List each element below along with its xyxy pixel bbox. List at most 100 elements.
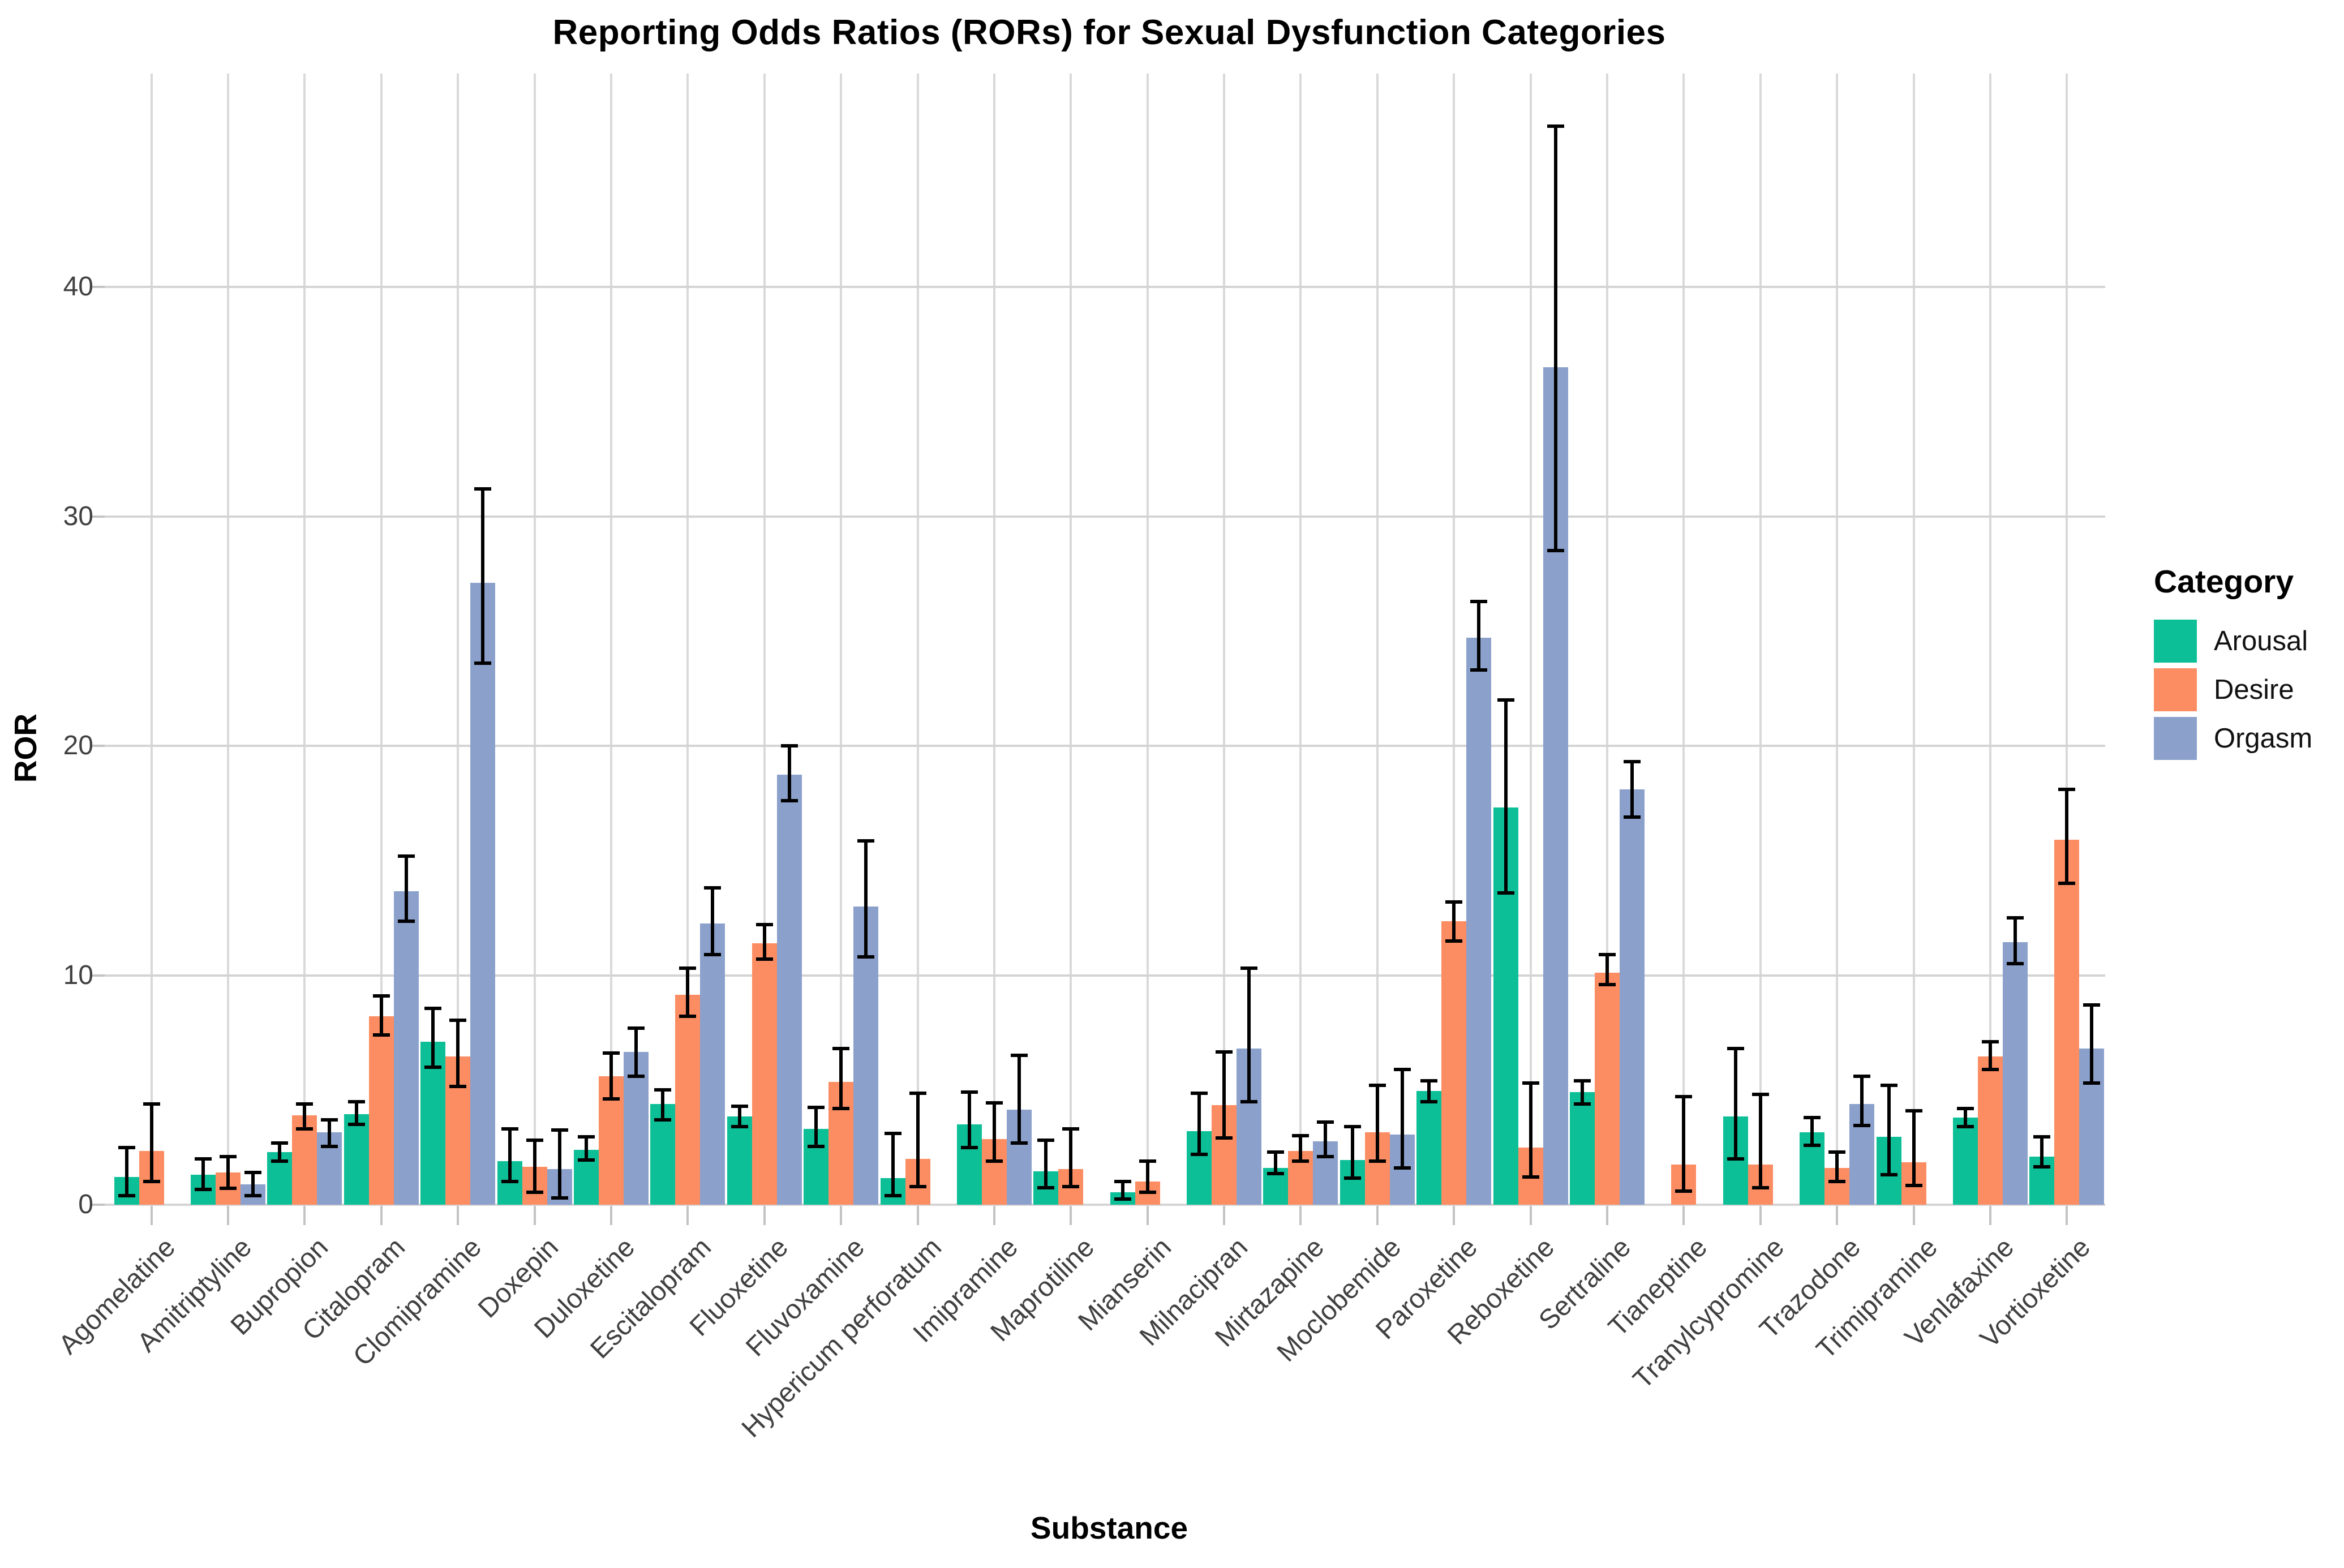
bar-clomipramine-arousal [420,1042,446,1205]
error-bar-cap-top [1393,1067,1411,1071]
error-bar-cap-bottom [1880,1173,1897,1177]
legend-title: Category [2154,564,2294,600]
error-bar-cap-top [118,1145,135,1149]
x-axis-tick [610,1205,612,1225]
error-bar-cap-bottom [755,957,773,961]
error-bar [1145,1161,1149,1192]
error-bar-cap-bottom [985,1159,1003,1163]
error-bar-cap-top [704,886,722,890]
error-bar-cap-bottom [551,1196,568,1200]
gridline-vertical [610,74,612,1205]
gridline-vertical [1912,74,1915,1205]
bar-paroxetine-orgasm [1466,638,1492,1205]
error-bar [1017,1055,1021,1143]
error-bar-cap-top [960,1090,978,1094]
error-bar-cap-bottom [2006,962,2024,966]
error-bar [686,968,690,1017]
error-bar-cap-bottom [474,661,492,665]
error-bar [585,1137,588,1160]
y-tick-label: 0 [78,1189,93,1219]
x-axis-tick [763,1205,766,1225]
error-bar [839,1049,843,1109]
error-bar [1988,1042,1992,1069]
error-bar-cap-bottom [1343,1176,1361,1180]
error-bar-cap-bottom [1139,1190,1156,1194]
error-bar-cap-bottom [296,1127,314,1131]
error-bar-cap-bottom [832,1106,850,1110]
error-bar-cap-bottom [1497,891,1514,895]
gridline-horizontal [105,1204,2105,1206]
gridline-horizontal [105,745,2105,747]
error-bar-cap-bottom [372,1033,390,1037]
gridline-vertical [1759,74,1762,1205]
gridline-vertical [1606,74,1608,1205]
error-bar-cap-bottom [397,920,415,923]
error-bar-cap-bottom [1522,1175,1539,1179]
error-bar-cap-bottom [731,1125,748,1129]
bar-venlafaxine-desire [1977,1056,2003,1205]
error-bar-cap-top [321,1118,338,1122]
gridline-vertical [457,74,460,1205]
bar-paroxetine-arousal [1416,1091,1442,1205]
error-bar-cap-bottom [884,1193,901,1197]
error-bar-cap-bottom [2058,882,2076,886]
x-axis-tick [1070,1205,1072,1225]
error-bar-cap-bottom [1624,815,1641,819]
error-bar [1630,762,1634,817]
gridline-vertical [1836,74,1839,1205]
gridline-vertical [763,74,766,1205]
error-bar-cap-top [1956,1106,1974,1110]
error-bar [1452,901,1456,941]
bar-sertraline-arousal [1570,1092,1595,1205]
legend-item-orgasm: Orgasm [2154,717,2312,760]
error-bar-cap-bottom [960,1145,978,1149]
error-bar-cap-bottom [780,799,798,803]
x-axis-tick [150,1205,153,1225]
error-bar [2065,789,2069,884]
gridline-vertical [533,74,536,1205]
error-bar-cap-top [1497,698,1514,702]
x-axis-tick [1759,1205,1762,1225]
gridline-vertical [1682,74,1685,1205]
error-bar-cap-bottom [1981,1067,1999,1071]
legend-item-desire: Desire [2154,668,2312,711]
error-bar-cap-bottom [1267,1172,1285,1176]
error-bar-cap-top [347,1099,365,1103]
y-axis-tick [90,515,105,518]
error-bar-cap-bottom [654,1118,672,1122]
error-bar-cap-bottom [679,1015,697,1019]
x-axis-tick [1376,1205,1379,1225]
x-axis-tick [227,1205,230,1225]
error-bar [1912,1110,1916,1185]
error-bar-cap-top [780,744,798,748]
x-axis-tick [2066,1205,2068,1225]
x-axis-tick [1912,1205,1915,1225]
error-bar-cap-bottom [1292,1159,1310,1163]
error-bar-cap-top [1547,124,1564,128]
error-bar-cap-top [1804,1115,1821,1119]
error-bar-cap-top [2033,1135,2051,1139]
error-bar [354,1101,358,1125]
gridline-vertical [1070,74,1072,1205]
error-bar [814,1107,818,1146]
error-bar [508,1129,512,1182]
error-bar-cap-bottom [1010,1141,1028,1145]
legend-label: Arousal [2214,626,2308,656]
error-bar [1835,1152,1839,1182]
error-bar [891,1133,895,1196]
bar-clomipramine-orgasm [470,583,496,1205]
y-axis-tick [90,745,105,747]
error-bar [762,925,766,960]
error-bar-cap-bottom [1445,939,1463,943]
error-bar-cap-top [755,923,773,927]
bar-fluoxetine-desire [752,943,777,1205]
error-bar-cap-bottom [1191,1152,1208,1156]
gridline-vertical [840,74,843,1205]
error-bar [226,1156,230,1188]
bar-fluoxetine-arousal [727,1116,752,1205]
error-bar-cap-top [1574,1079,1591,1083]
error-bar [737,1106,741,1127]
error-bar-cap-top [1751,1093,1769,1097]
error-bar-cap-top [1216,1050,1233,1054]
error-bar-cap-top [654,1088,672,1092]
